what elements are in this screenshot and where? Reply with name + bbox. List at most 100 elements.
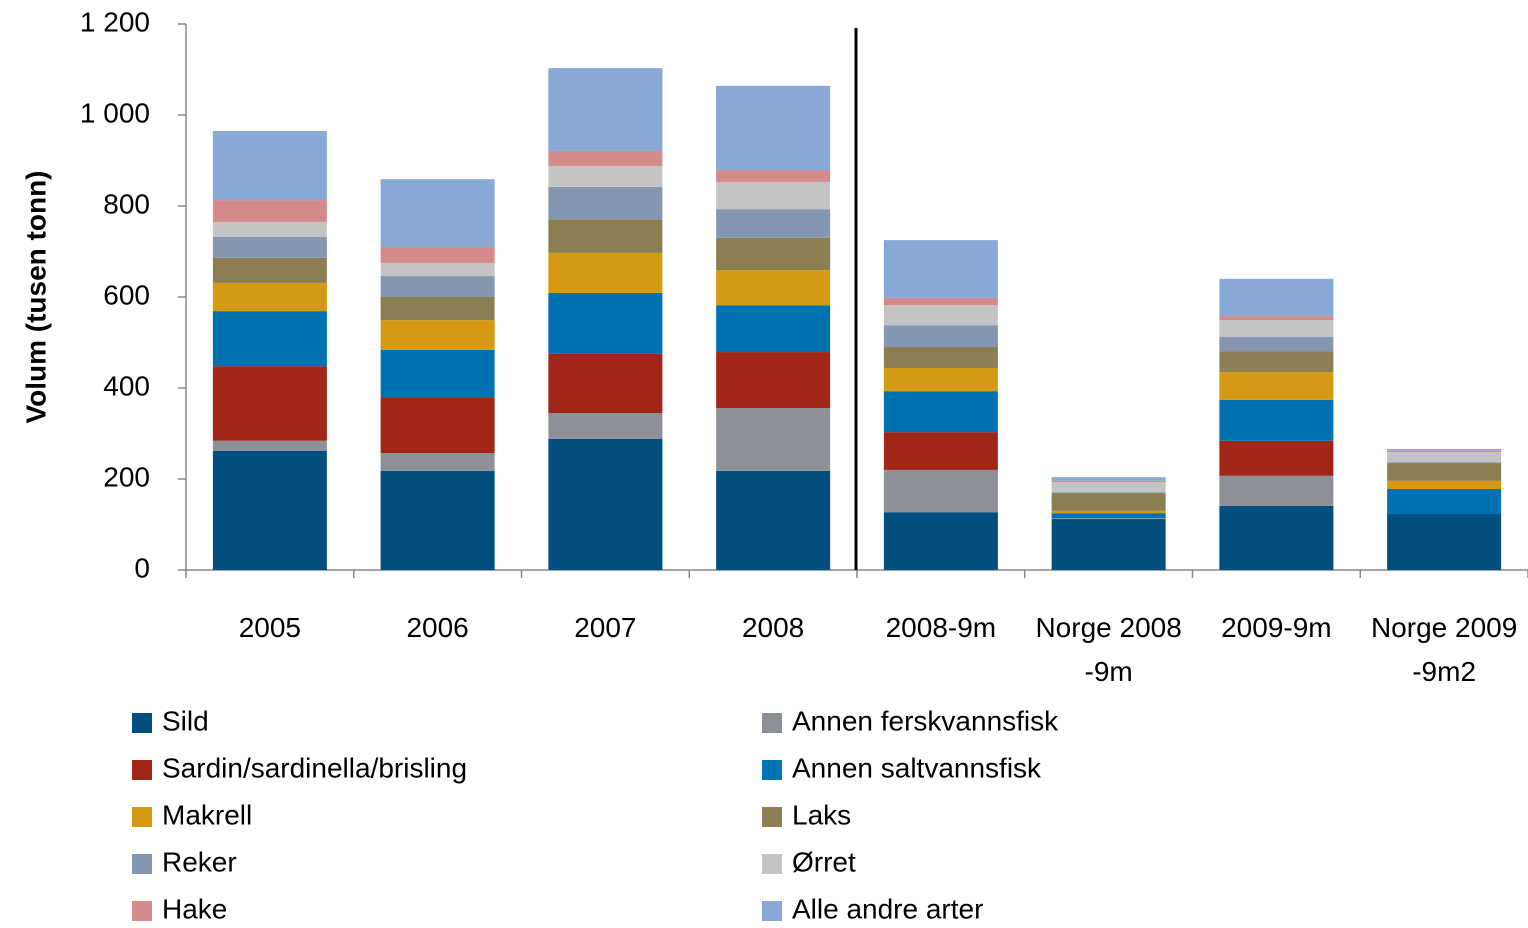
bar-segment <box>716 209 831 238</box>
legend-swatch <box>132 854 152 874</box>
bar-segment <box>716 352 831 409</box>
bar-segment <box>548 413 663 439</box>
bar-segment <box>883 297 998 306</box>
bar-segment <box>1051 477 1166 481</box>
bar-segment <box>1051 482 1166 493</box>
legend-label: Reker <box>162 846 237 877</box>
bar-segment <box>1219 278 1334 317</box>
legend-swatch <box>132 713 152 733</box>
bar-segment <box>1219 337 1334 352</box>
bar-segment <box>1051 519 1166 570</box>
bar-segment <box>548 165 663 187</box>
bar-segment <box>212 450 327 570</box>
bar-segment <box>883 512 998 570</box>
bar-segment <box>883 305 998 326</box>
bar-segment <box>1219 505 1334 570</box>
bar-segment <box>883 391 998 433</box>
bar-segment <box>1051 493 1166 511</box>
bar-segment <box>548 186 663 220</box>
bar-segment <box>1219 351 1334 373</box>
bar-segment <box>1051 480 1166 483</box>
bar-segment <box>548 150 663 166</box>
bar-segment <box>212 257 327 283</box>
y-tick-label: 1 000 <box>80 97 150 128</box>
bar-segment <box>1219 440 1334 476</box>
bar-segment <box>1387 448 1502 451</box>
x-tick-label: 2006 <box>406 612 469 643</box>
bar-segment <box>883 469 998 513</box>
bar-segment <box>380 397 495 454</box>
legend-swatch <box>762 901 782 921</box>
bar-segment <box>548 68 663 151</box>
bar-segment <box>1219 320 1334 338</box>
bar-segment <box>548 353 663 414</box>
x-tick-label: Norge 2009 -9m2 <box>1370 612 1518 687</box>
y-tick-label: 200 <box>103 461 150 492</box>
bar-segment <box>883 432 998 470</box>
legend-swatch <box>762 713 782 733</box>
legend-label: Annen ferskvannsfisk <box>792 705 1059 736</box>
bar-segment <box>380 349 495 398</box>
legend-label: Sardin/sardinella/brisling <box>162 752 467 783</box>
bar-segment <box>883 367 998 392</box>
bar-segment <box>1387 450 1502 453</box>
bar-segment <box>1051 513 1166 519</box>
y-tick-label: 800 <box>103 188 150 219</box>
y-tick-label: 0 <box>134 552 150 583</box>
bar-segment <box>716 470 831 570</box>
legend-swatch <box>762 807 782 827</box>
bar-segment <box>1051 492 1166 494</box>
bar-segment <box>548 292 663 354</box>
bar-segment <box>1387 452 1502 463</box>
x-tick-label: Norge 2008 -9m <box>1035 612 1182 687</box>
legend-label: Sild <box>162 705 209 736</box>
bar-segment <box>380 276 495 297</box>
bar-segment <box>716 270 831 306</box>
bar-segment <box>212 200 327 222</box>
bar-segment <box>380 470 495 570</box>
bar-segment <box>1387 489 1502 515</box>
bar-segment <box>883 347 998 368</box>
legend-label: Hake <box>162 893 227 924</box>
bar-segment <box>1219 475 1334 506</box>
bar-segment <box>716 170 831 182</box>
bar-segment <box>212 236 327 258</box>
legend-label: Annen saltvannsfisk <box>792 752 1042 783</box>
bar-segment <box>548 219 663 253</box>
bar-segment <box>548 438 663 570</box>
legend-swatch <box>132 901 152 921</box>
legend-label: Ørret <box>792 846 856 877</box>
legend-label: Makrell <box>162 799 252 830</box>
bar-segment <box>380 179 495 247</box>
bar-segment <box>716 408 831 471</box>
bar-segment <box>212 130 327 201</box>
bar-segment <box>1219 316 1334 321</box>
bar-segment <box>883 240 998 298</box>
bar-segment <box>1387 480 1502 490</box>
y-tick-label: 1 200 <box>80 6 150 37</box>
legend-label: Alle andre arter <box>792 893 983 924</box>
bar-segment <box>1051 518 1166 520</box>
bar-segment <box>716 85 831 171</box>
x-tick-label: 2008-9m <box>885 612 997 643</box>
x-tick-label: 2007 <box>574 612 637 643</box>
bar-segment <box>716 305 831 353</box>
bar-segment <box>380 262 495 277</box>
y-axis-label: Volum (tusen tonn) <box>20 171 51 424</box>
bar-segment <box>212 366 327 441</box>
bar-segment <box>716 237 831 271</box>
bar-segment <box>380 246 495 263</box>
bar-segment <box>1219 372 1334 400</box>
bar-segment <box>212 440 327 451</box>
x-tick-label: 2009-9m <box>1221 612 1332 643</box>
bar-segment <box>380 453 495 471</box>
legend-swatch <box>762 854 782 874</box>
bar-segment <box>212 221 327 237</box>
bar-segment <box>716 181 831 210</box>
bar-segment <box>212 282 327 312</box>
bar-segment <box>548 252 663 293</box>
y-tick-label: 400 <box>103 370 150 401</box>
bar-segment <box>380 297 495 321</box>
